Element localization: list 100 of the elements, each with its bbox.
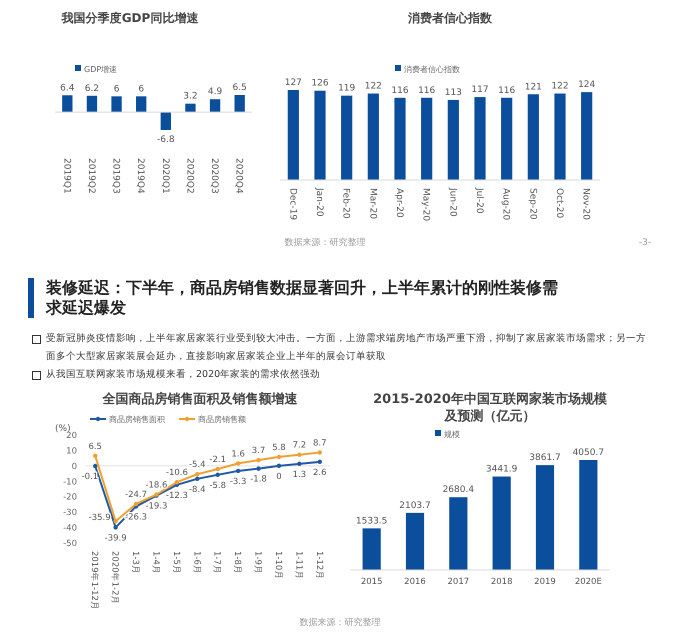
bar	[368, 94, 379, 180]
x-tick-label: Sep-20	[527, 188, 538, 220]
data-label: 8.7	[313, 438, 327, 448]
chart-title: 全国商品房销售面积及销售额增速	[102, 391, 298, 407]
legend-label: 商品房销售面积	[109, 415, 165, 424]
data-label: -6.8	[157, 135, 175, 145]
data-label: -2.1	[209, 455, 226, 466]
x-tick-label: 1-7月	[212, 551, 222, 574]
point	[236, 461, 240, 466]
legend-label: GDP增速	[84, 65, 118, 74]
data-label: 6.5	[88, 442, 102, 452]
point	[195, 476, 200, 482]
data-label: 2680.4	[442, 485, 474, 496]
x-tick-label: 2019Q3	[110, 158, 121, 194]
x-tick-label: Feb-20	[340, 188, 351, 219]
point	[216, 466, 220, 472]
data-label: 117	[471, 85, 489, 96]
y-tick-label: -30	[63, 508, 77, 518]
bar	[536, 465, 554, 570]
text: 装修延迟：下半年，商品房销售数据显著回升，上半年累计的刚性装修需求延迟爆发	[28, 278, 566, 318]
data-label: 6.2	[84, 84, 100, 94]
y-tick-label: 20	[66, 431, 77, 441]
bar	[160, 112, 171, 130]
bar	[449, 497, 468, 570]
x-tick-label: 2020Q1	[160, 158, 170, 194]
data-label: 1.3	[292, 470, 306, 480]
data-label: -18.6	[145, 480, 168, 491]
data-label: 6	[114, 84, 120, 94]
text: 受新冠肺炎疫情影响，上半年家居家装行业受到较大冲击。一方面，上游需求端房地产市场严重下滑，抑制了家居家装市场需求；另一方面多个大型家居家装展会延办，直接影响家居家装企业上半年的展会订单获取	[45, 332, 646, 364]
bar	[406, 512, 424, 570]
data-label: -5.4	[188, 460, 206, 470]
data-label: -1.8	[250, 474, 267, 485]
bar	[111, 96, 122, 112]
x-tick-label: May-20	[420, 188, 431, 222]
bar	[185, 104, 196, 112]
data-label: 3.7	[252, 446, 266, 456]
x-tick-label: 2017	[448, 577, 470, 587]
x-tick-label: 2015	[360, 577, 382, 587]
x-tick-label: 1-6月	[191, 551, 202, 574]
x-tick-label: Jan-20	[314, 187, 324, 217]
y-tick-label: 10	[66, 446, 77, 456]
bar	[341, 96, 352, 180]
chart-title: 我国分季度GDP同比增速	[60, 11, 200, 25]
bar	[581, 92, 592, 180]
point	[195, 472, 200, 476]
x-tick-label: 1-10月	[272, 551, 283, 580]
point	[93, 454, 98, 458]
x-tick-label: 2019Q4	[135, 158, 146, 194]
data-label: -35.9	[88, 513, 111, 524]
data-label: -26.3	[125, 512, 148, 522]
legend-label: 商品房销售额	[198, 415, 246, 424]
legend-label: 消费者信心指数	[404, 65, 460, 74]
chart-title: 消费者信心指数	[407, 11, 493, 25]
data-label: 121	[524, 82, 542, 92]
bar	[136, 96, 146, 112]
y-tick-label: -10	[63, 477, 77, 488]
x-tick-label: 2016	[404, 577, 426, 587]
data-label: -12.3	[166, 490, 188, 501]
y-tick-label: -50	[63, 539, 77, 549]
data-label: -5.8	[209, 480, 226, 491]
data-label: 1533.5	[356, 516, 388, 526]
data-label: 6.4	[60, 83, 75, 94]
bar	[501, 98, 512, 180]
x-tick-label: 1-9月	[252, 551, 263, 574]
source-note: 数据来源：研究整理	[300, 617, 380, 628]
point	[256, 458, 261, 462]
x-tick-label: Jun-20	[447, 187, 458, 218]
bar	[210, 99, 220, 112]
point	[134, 502, 138, 506]
x-tick-label: 1-3月	[130, 551, 140, 574]
bar	[421, 98, 432, 180]
bar	[448, 100, 459, 180]
point	[256, 466, 261, 471]
y-tick-label: -20	[63, 492, 77, 503]
x-tick-label: Dec-19	[287, 188, 298, 220]
point	[318, 460, 322, 464]
data-label: 119	[338, 84, 356, 94]
point	[276, 454, 282, 460]
data-label: 116	[391, 86, 409, 96]
data-label: 116	[498, 86, 516, 96]
data-label: 126	[311, 78, 329, 89]
x-tick-label: Oct-20	[554, 188, 564, 219]
y-tick-label: 0	[72, 462, 77, 472]
bar	[474, 97, 486, 180]
x-tick-label: 1-4月	[150, 551, 160, 574]
point	[113, 525, 118, 530]
data-label: 3441.9	[486, 464, 518, 475]
data-label: 6	[138, 84, 144, 94]
data-label: 4.9	[208, 87, 222, 98]
legend-label: 规模	[444, 430, 460, 439]
point	[93, 464, 98, 468]
data-label: 7.2	[292, 440, 306, 451]
y-tick-label: -40	[63, 524, 77, 534]
data-label: 5.8	[272, 442, 286, 453]
data-label: 116	[418, 86, 436, 96]
data-label: -19.3	[145, 502, 168, 512]
data-label: -24.7	[125, 490, 148, 500]
text: -3-	[638, 238, 652, 248]
data-label: 127	[284, 78, 302, 88]
x-tick-label: 2019年1-12月	[89, 551, 100, 610]
